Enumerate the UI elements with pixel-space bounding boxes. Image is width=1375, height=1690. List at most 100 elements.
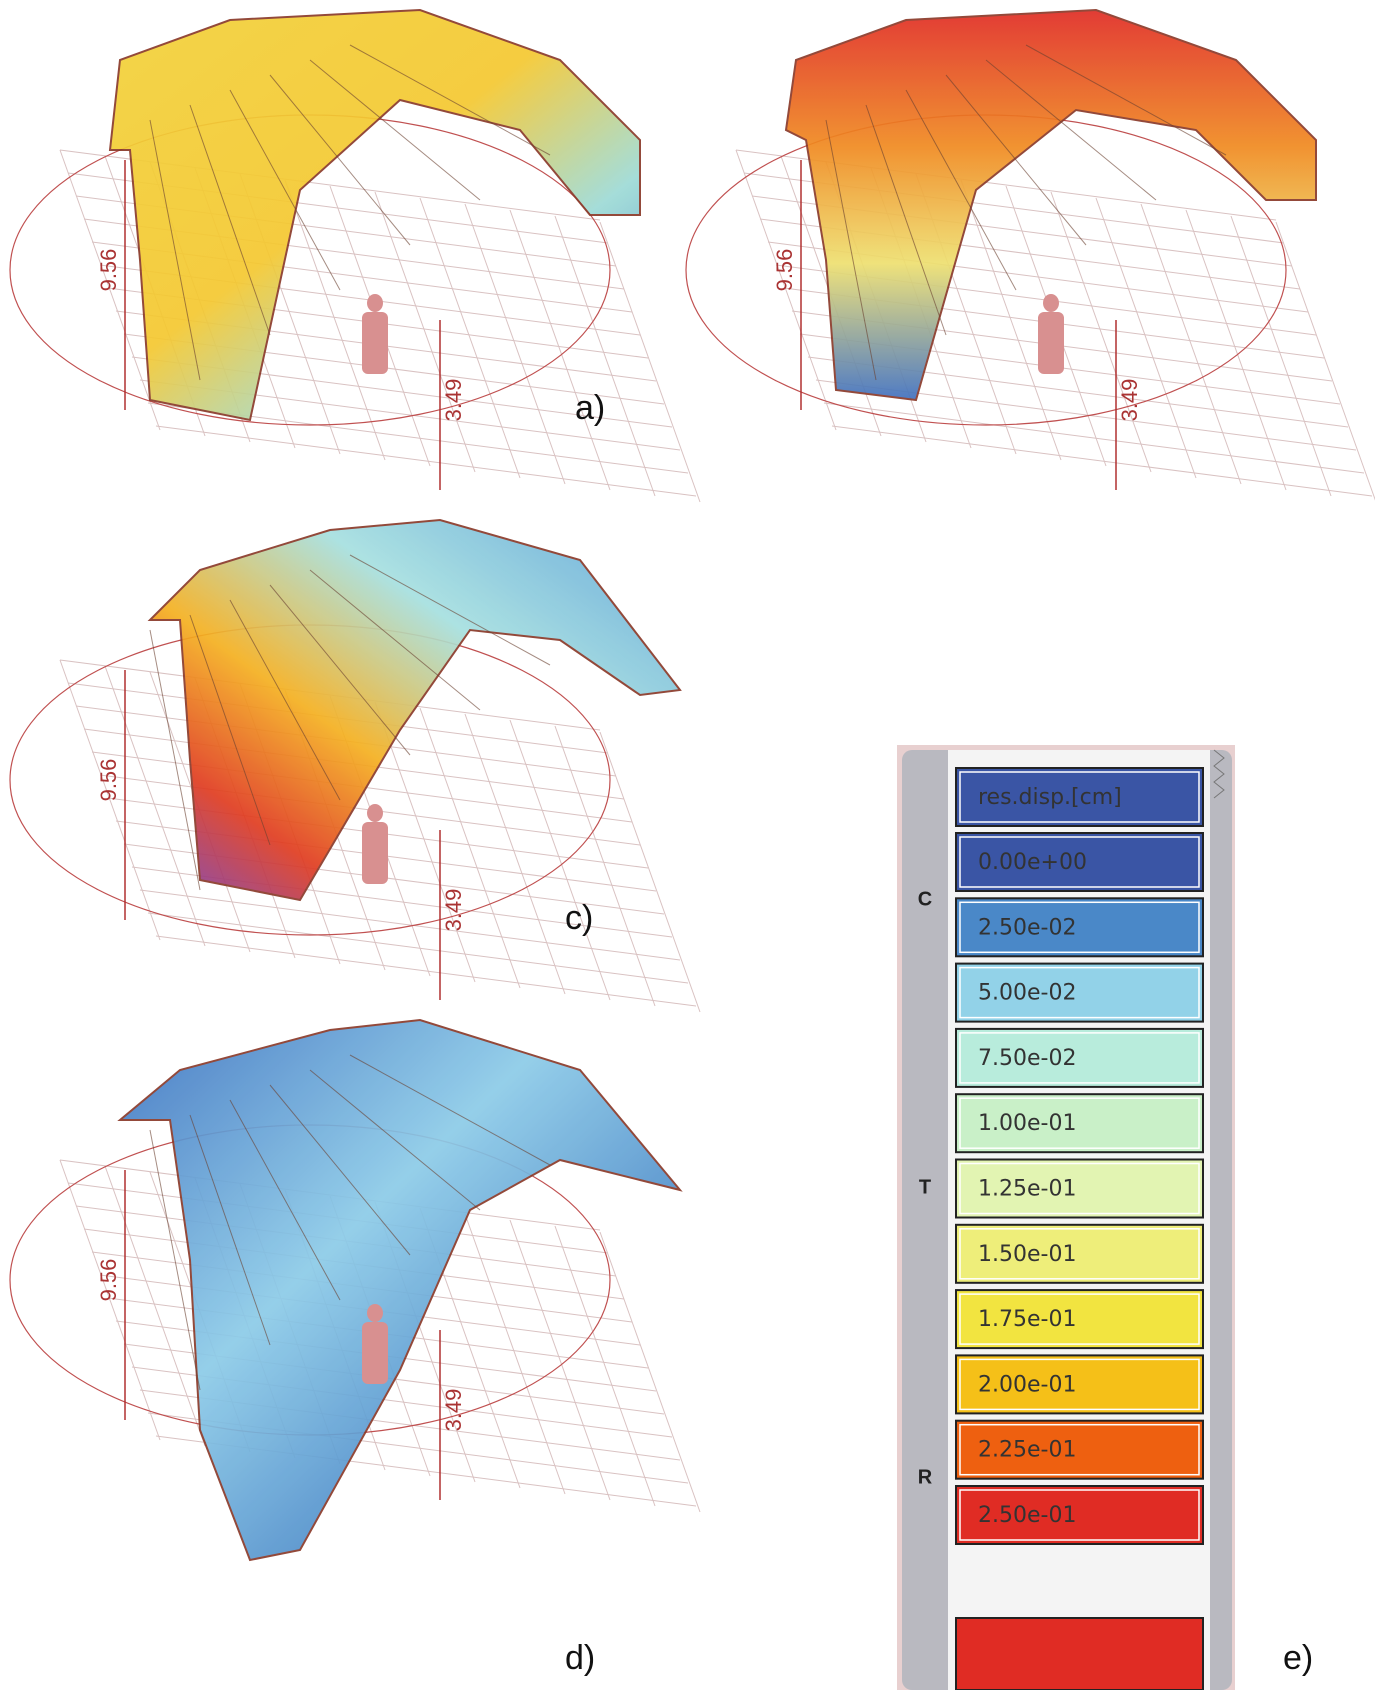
ground-grid [59, 1159, 161, 1441]
person-head [367, 1304, 383, 1322]
mesh-line [149, 1129, 201, 1391]
legend-swatch [955, 1419, 1204, 1480]
dimension-label: 9.56 [96, 1259, 121, 1302]
ground-grid [509, 209, 611, 491]
legend-swatch-inner [959, 1489, 1200, 1541]
ground-grid [735, 149, 837, 431]
ground-grid [374, 191, 476, 473]
person-body [362, 1322, 388, 1384]
ground-grid [104, 1165, 206, 1447]
legend-swatch-inner [959, 1293, 1200, 1345]
panel-label: e) [1283, 1639, 1313, 1677]
mesh-line [309, 1069, 481, 1211]
mesh-line [985, 59, 1157, 201]
ground-grid [960, 179, 1062, 461]
mesh-line [189, 614, 271, 846]
ground-grid [1275, 221, 1375, 501]
legend-swatch-inner [959, 1358, 1200, 1411]
legend-edge [1213, 749, 1225, 799]
ground-grid [599, 221, 701, 503]
ground-grid [509, 1219, 611, 1501]
structure [784, 8, 1317, 402]
legend-text: res.disp.[cm] [978, 785, 1122, 810]
dimension-label: 9.56 [96, 249, 121, 292]
mesh-line [229, 1099, 341, 1301]
mesh-line [149, 119, 201, 381]
legend-swatch [955, 1485, 1204, 1545]
legend-text: 7.50e-02 [978, 1046, 1076, 1071]
mesh-line [349, 1054, 551, 1166]
panel: 9.56 3.49 a) [9, 8, 701, 503]
legend-swatch [955, 832, 1204, 892]
mesh-line [309, 59, 481, 201]
dimension-label: 9.56 [772, 249, 797, 292]
legend-swatch-inner [959, 1423, 1200, 1476]
ground-grid [59, 149, 161, 431]
dimension-label: 3.49 [441, 889, 466, 932]
mesh-line [269, 584, 411, 756]
legend-text: 5.00e-02 [978, 981, 1076, 1006]
person-head [367, 804, 383, 822]
dimension-label: 3.49 [1117, 379, 1142, 422]
legend-swatch [955, 1617, 1204, 1690]
legend-text: 1.00e-01 [978, 1111, 1076, 1136]
ground-grid [1095, 197, 1197, 479]
ground-grid [419, 707, 521, 989]
ground-grid [139, 889, 681, 961]
ground-grid [419, 197, 521, 479]
ground-grid [599, 1231, 701, 1513]
person-body [362, 822, 388, 884]
mesh-line [865, 104, 947, 336]
legend-swatch [955, 1289, 1204, 1350]
structure [117, 1018, 683, 1562]
legend-swatch-inner [959, 901, 1200, 954]
legend-swatch [955, 962, 1204, 1023]
legend-side-label: R [918, 1466, 933, 1488]
ground-grid [554, 725, 656, 1007]
mesh-line [309, 569, 481, 711]
legend-swatch [955, 1223, 1204, 1284]
ground-grid [464, 203, 566, 485]
ground-grid [1050, 191, 1152, 473]
mesh-line [269, 74, 411, 246]
ground-grid [823, 402, 1365, 474]
legend-swatch [955, 1158, 1204, 1219]
person-head [367, 294, 383, 312]
mesh-line [905, 89, 1017, 291]
ground-grid [1185, 209, 1287, 491]
panel: 9.56 3.49 c) [9, 518, 701, 1013]
legend-swatch [955, 897, 1204, 958]
ground-grid [155, 425, 697, 497]
dimension-label: 3.49 [441, 1389, 466, 1432]
mesh-line [349, 44, 551, 156]
mesh-line [189, 104, 271, 336]
mesh-line [945, 74, 1087, 246]
legend-swatch-inner [959, 1097, 1200, 1149]
legend-swatch [955, 767, 1204, 827]
legend-swatch-inner [959, 966, 1200, 1019]
dimension-label: 9.56 [96, 759, 121, 802]
legend-swatch-inner [959, 1228, 1200, 1280]
legend: e) res.disp.[cm] 0.00e+00 2.50e-02 5.00e-02… [897, 745, 1313, 1690]
legend-side-label: T [919, 1176, 931, 1198]
legend-swatch-inner [959, 1032, 1200, 1084]
legend-text: 2.50e-01 [978, 1503, 1076, 1528]
ground-grid [1230, 215, 1332, 497]
legend-text: 0.00e+00 [978, 850, 1087, 875]
ground-grid [104, 665, 206, 947]
mesh-line [349, 554, 551, 666]
person-body [362, 312, 388, 374]
ground-grid [284, 179, 386, 461]
ground-grid [464, 713, 566, 995]
panel: 9.563.49b) [685, 8, 1375, 501]
legend-swatch [955, 1093, 1204, 1154]
panel-label: c) [565, 899, 593, 937]
legend-text: 2.50e-02 [978, 915, 1076, 940]
mesh-line [1025, 44, 1227, 156]
mesh-line [229, 599, 341, 801]
panel: 9.56 3.49 d) [9, 1018, 701, 1677]
ground-grid [59, 659, 161, 941]
mesh-line [149, 629, 201, 891]
